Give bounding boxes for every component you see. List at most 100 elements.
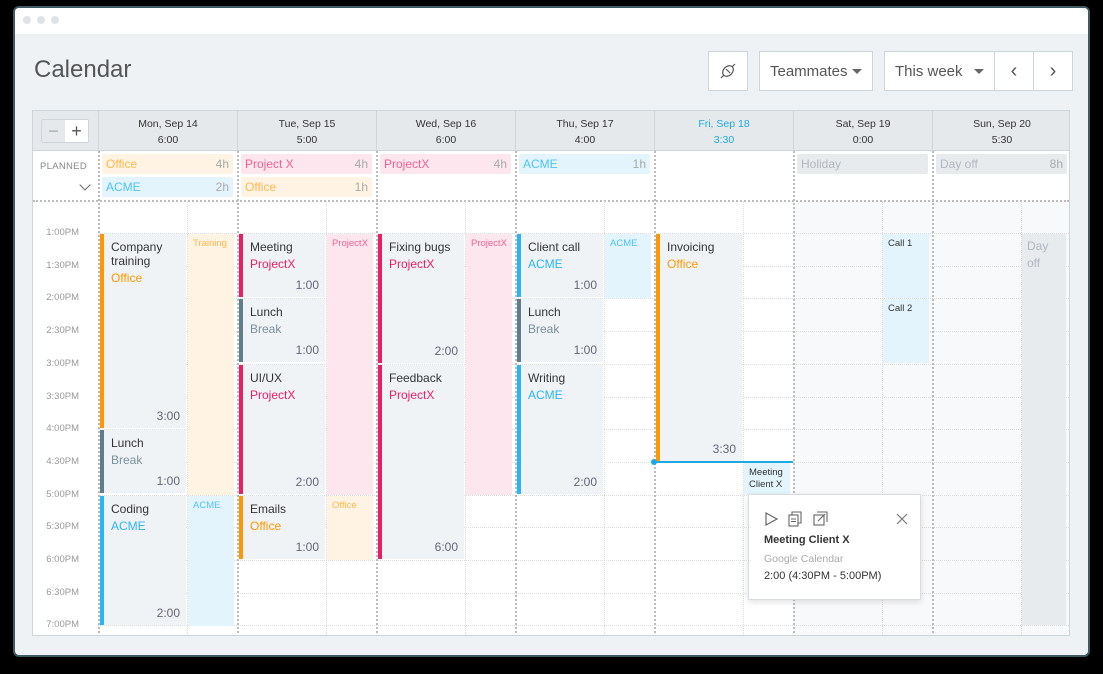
entry-duration: 2:00 (156, 606, 180, 620)
time-block[interactable]: ACME (605, 234, 651, 298)
integrations-button[interactable] (708, 51, 748, 91)
time-label: 3:30PM (46, 391, 79, 402)
time-entry[interactable]: Lunch Break 1:00 (239, 299, 325, 362)
time-entry[interactable]: Coding ACME 2:00 (100, 496, 186, 625)
next-week-button[interactable]: › (1033, 51, 1073, 91)
teammates-dropdown[interactable]: Teammates (759, 51, 873, 91)
entry-project: ProjectX (389, 388, 435, 402)
entry-project: Office (667, 257, 699, 271)
day-header[interactable]: Sun, Sep 20 5:30 (932, 111, 1069, 151)
time-entry[interactable]: Company training Office 3:00 (100, 234, 186, 428)
prev-week-button[interactable]: ‹ (994, 51, 1034, 91)
sub-column-divider (187, 201, 188, 635)
entry-title: Feedback (389, 371, 442, 385)
day-header[interactable]: Tue, Sep 15 5:00 (237, 111, 376, 151)
chevron-right-icon: › (1049, 59, 1057, 82)
day-total: 6:00 (157, 134, 179, 146)
time-entry[interactable]: Invoicing Office 3:30 (656, 234, 742, 461)
day-header-row: − + Mon, Sep 14 6:00 Tue, Sep 15 5:00 Wed, S… (33, 111, 1069, 151)
time-label: 4:00PM (46, 423, 79, 434)
entry-duration: 3:00 (156, 409, 180, 423)
day-total: 3:30 (713, 134, 735, 146)
time-block[interactable]: Meeting Client X (744, 463, 790, 495)
day-name: Thu, Sep 17 (556, 118, 614, 130)
project-color-bar (239, 496, 243, 559)
planned-chip[interactable]: Office 1h (241, 177, 372, 197)
time-label: 2:30PM (46, 325, 79, 336)
time-label: 3:00PM (46, 358, 79, 369)
caret-down-icon (974, 68, 984, 74)
planned-chip-hours: 1h (354, 180, 368, 194)
time-block[interactable]: ACME (188, 496, 234, 626)
day-header[interactable]: Fri, Sep 18 3:30 (654, 111, 793, 151)
window-dot (37, 16, 45, 24)
day-header[interactable]: Thu, Sep 17 4:00 (515, 111, 654, 151)
time-label: 6:30PM (46, 587, 79, 598)
entry-project: ACME (528, 257, 563, 271)
planned-chip-label: Project X (245, 157, 294, 171)
time-entry[interactable]: Lunch Break 1:00 (517, 299, 603, 362)
time-block[interactable]: ProjectX (466, 234, 512, 495)
time-label: 5:30PM (46, 521, 79, 532)
time-block[interactable]: Training (188, 234, 234, 495)
time-entry[interactable]: Lunch Break 1:00 (100, 430, 186, 493)
project-color-bar (378, 365, 382, 559)
close-icon[interactable] (894, 511, 910, 527)
entry-project: ACME (111, 519, 146, 533)
day-name: Sun, Sep 20 (973, 118, 1031, 130)
time-block[interactable]: Office (327, 496, 373, 560)
day-name: Sat, Sep 19 (835, 118, 891, 130)
planned-chip[interactable]: ProjectX 4h (380, 154, 511, 174)
time-label: 6:00PM (46, 554, 79, 565)
date-range-dropdown[interactable]: This week (884, 51, 995, 91)
day-header[interactable]: Sat, Sep 19 0:00 (793, 111, 932, 151)
day-header[interactable]: Wed, Sep 16 6:00 (376, 111, 515, 151)
play-icon[interactable] (763, 511, 779, 527)
open-external-icon[interactable] (812, 511, 828, 527)
planned-chip[interactable]: ACME 1h (519, 154, 650, 174)
entry-project: Office (111, 271, 143, 285)
day-name: Wed, Sep 16 (415, 118, 477, 130)
time-entry[interactable]: Fixing bugs ProjectX 2:00 (378, 234, 464, 363)
entry-project: Office (250, 519, 282, 533)
day-header[interactable]: Mon, Sep 14 6:00 (98, 111, 237, 151)
chevron-down-icon[interactable] (79, 179, 91, 191)
zoom-in-button[interactable]: + (65, 120, 88, 142)
planned-chip[interactable]: Day off 8h (936, 154, 1067, 174)
time-block[interactable]: Day off (1022, 234, 1066, 625)
copy-icon[interactable] (787, 511, 803, 527)
popup-time: 2:00 (4:30PM - 5:00PM) (764, 570, 882, 582)
entry-title: Lunch (250, 305, 283, 319)
entry-title: Lunch (528, 305, 561, 319)
planned-chip-label: ProjectX (384, 157, 430, 171)
zoom-out-button[interactable]: − (48, 120, 59, 141)
project-color-bar (517, 234, 521, 297)
date-range-label: This week (895, 62, 963, 80)
window-dot (51, 16, 59, 24)
time-entry[interactable]: Client call ACME 1:00 (517, 234, 603, 297)
time-entry[interactable]: Writing ACME 2:00 (517, 365, 603, 494)
sub-column-divider (326, 201, 327, 635)
time-block[interactable]: Call 2 (883, 299, 929, 363)
time-entry[interactable]: Meeting ProjectX 1:00 (239, 234, 325, 297)
planned-chip-hours: 4h (354, 157, 368, 171)
page-title: Calendar (34, 56, 132, 83)
time-entry[interactable]: Emails Office 1:00 (239, 496, 325, 559)
entry-project: ACME (528, 388, 563, 402)
planned-chip[interactable]: Holiday (797, 154, 928, 174)
entry-title: UI/UX (250, 371, 283, 385)
entry-title: Fixing bugs (389, 240, 451, 254)
project-color-bar (100, 496, 104, 625)
time-entry[interactable]: UI/UX ProjectX 2:00 (239, 365, 325, 494)
day-name: Mon, Sep 14 (138, 118, 198, 130)
time-label: 1:00PM (46, 227, 79, 238)
planned-chip-label: Office (245, 180, 277, 194)
planned-chip[interactable]: Project X 4h (241, 154, 372, 174)
planned-chip[interactable]: ACME 2h (102, 177, 233, 197)
time-block[interactable]: Call 1 (883, 234, 929, 298)
time-block[interactable]: ProjectX (327, 234, 373, 495)
time-entry[interactable]: Feedback ProjectX 6:00 (378, 365, 464, 559)
slot-line (98, 527, 1069, 528)
planned-chip[interactable]: Office 4h (102, 154, 233, 174)
time-label: 5:00PM (46, 489, 79, 500)
